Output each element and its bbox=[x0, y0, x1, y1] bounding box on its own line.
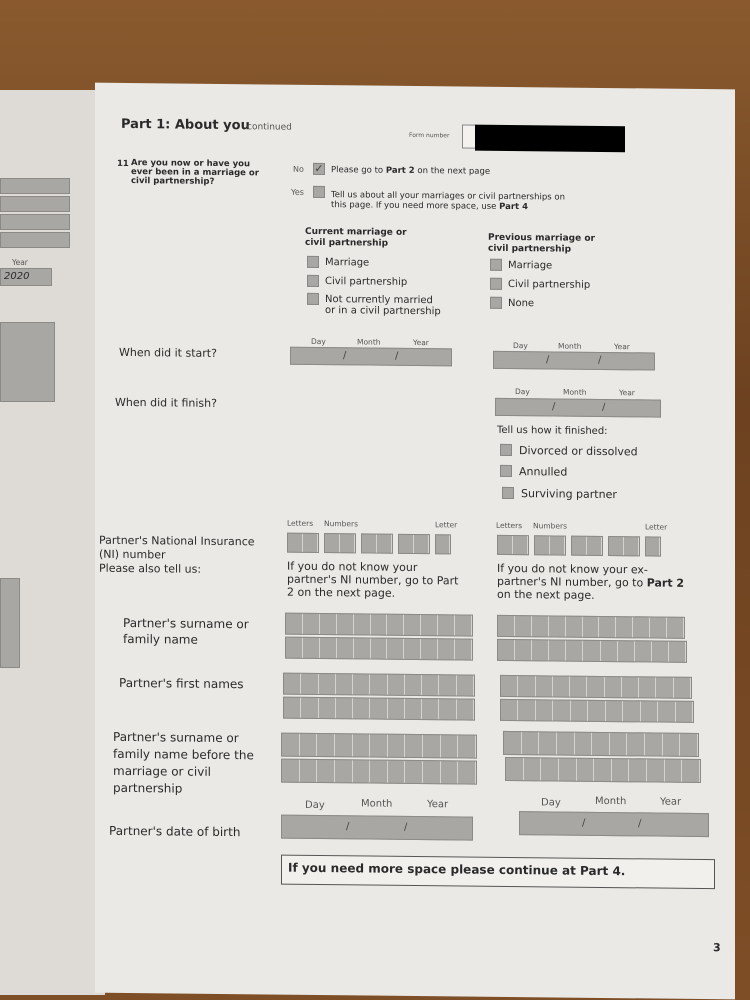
no-checkbox-checked[interactable]: ✓ bbox=[313, 161, 325, 176]
prev-finish-date-field[interactable]: / / bbox=[495, 397, 661, 418]
page-number: 3 bbox=[713, 941, 721, 955]
prev-ni-note: If you do not know your ex-partner's NI … bbox=[497, 561, 685, 602]
prev-surname-line-2[interactable] bbox=[497, 638, 687, 663]
finish-label: When did it finish? bbox=[115, 395, 217, 410]
year-label: Year bbox=[619, 388, 635, 398]
current-first-line-1[interactable] bbox=[283, 672, 475, 697]
year-value: 2020 bbox=[4, 271, 30, 282]
month-label: Month bbox=[361, 798, 393, 810]
year-label: Year bbox=[614, 342, 630, 352]
current-ni-letters[interactable] bbox=[287, 532, 319, 553]
start-label: When did it start? bbox=[119, 345, 217, 360]
yes-instruction: Tell us about all your marriages or civi… bbox=[331, 190, 565, 213]
current-civil-label: Civil partnership bbox=[325, 276, 408, 288]
ni-label: Partner's National Insurance (NI) number… bbox=[99, 533, 255, 576]
prev-prevname-line-2[interactable] bbox=[505, 756, 701, 783]
day-label: Day bbox=[305, 799, 325, 812]
prev-ni-letters[interactable] bbox=[497, 534, 529, 556]
question-text: Are you now or have you ever been in a m… bbox=[131, 158, 259, 187]
annulled-label: Annulled bbox=[519, 465, 568, 479]
surviving-checkbox[interactable] bbox=[502, 486, 514, 500]
current-ni-digits-2[interactable] bbox=[361, 533, 393, 554]
yes-label: Yes bbox=[291, 187, 304, 197]
divorced-label: Divorced or dissolved bbox=[519, 444, 638, 459]
current-prevname-line-2[interactable] bbox=[281, 758, 477, 785]
surname-label: Partner's surname or family name bbox=[123, 615, 249, 647]
month-label: Month bbox=[595, 795, 627, 808]
prev-ni-letter[interactable] bbox=[645, 536, 661, 557]
ni-letters-label: Letters bbox=[287, 518, 314, 528]
prev-none-label: None bbox=[508, 297, 535, 310]
day-label: Day bbox=[515, 387, 530, 397]
prev-surname-label: Partner's surname or family name before … bbox=[113, 729, 254, 796]
prev-surname-line-1[interactable] bbox=[497, 614, 685, 639]
current-ni-note: If you do not know your partner's NI num… bbox=[287, 559, 459, 600]
no-instruction: Please go to Part 2 on the next page bbox=[331, 165, 491, 177]
month-label: Month bbox=[563, 387, 587, 397]
previous-heading: Previous marriage or civil partnership bbox=[488, 232, 595, 255]
current-none-label: Not currently married or in a civil part… bbox=[325, 294, 441, 318]
no-label: No bbox=[293, 164, 304, 174]
prev-dob-field[interactable]: / / bbox=[519, 811, 709, 838]
current-civil-checkbox[interactable] bbox=[307, 274, 319, 287]
prev-start-date-field[interactable]: / / bbox=[493, 350, 655, 371]
current-prevname-line-1[interactable] bbox=[281, 732, 477, 759]
prev-marriage-label: Marriage bbox=[508, 259, 553, 272]
continued-label: continued bbox=[247, 122, 292, 133]
prev-ni-digits-2[interactable] bbox=[571, 535, 603, 556]
current-marriage-checkbox[interactable] bbox=[307, 255, 319, 268]
ni-letter-label: Letter bbox=[435, 520, 458, 530]
ni-numbers-label: Numbers bbox=[324, 519, 359, 529]
day-label: Day bbox=[311, 336, 326, 347]
day-label: Day bbox=[541, 797, 561, 809]
current-none-checkbox[interactable] bbox=[307, 292, 319, 305]
previous-page: Year 2020 bbox=[0, 90, 105, 995]
prev-ni-digits-1[interactable] bbox=[534, 535, 566, 556]
current-ni-digits-3[interactable] bbox=[398, 533, 430, 555]
redacted-form-number bbox=[475, 124, 625, 153]
current-ni-letter[interactable] bbox=[435, 534, 451, 555]
prev-first-line-2[interactable] bbox=[500, 698, 694, 723]
current-surname-line-2[interactable] bbox=[285, 636, 473, 661]
current-surname-line-1[interactable] bbox=[285, 612, 473, 637]
year-label: Year bbox=[413, 337, 429, 348]
current-ni-digits-1[interactable] bbox=[324, 533, 356, 554]
ni-letter-label: Letter bbox=[645, 522, 668, 532]
first-names-label: Partner's first names bbox=[119, 675, 244, 692]
prev-first-line-1[interactable] bbox=[500, 674, 692, 699]
prev-civil-checkbox[interactable] bbox=[490, 277, 502, 290]
ni-numbers-label: Numbers bbox=[533, 521, 568, 531]
dob-label: Partner's date of birth bbox=[109, 823, 241, 840]
form-number-field[interactable] bbox=[462, 124, 476, 149]
year-label: Year bbox=[12, 258, 28, 267]
current-dob-field[interactable]: / / bbox=[281, 814, 473, 841]
month-label: Month bbox=[558, 341, 582, 351]
year-label: Year bbox=[427, 799, 449, 811]
surviving-label: Surviving partner bbox=[521, 487, 617, 502]
current-start-date-field[interactable]: / / bbox=[290, 346, 452, 367]
prev-civil-label: Civil partnership bbox=[508, 278, 591, 291]
yes-checkbox[interactable] bbox=[313, 185, 325, 199]
annulled-checkbox[interactable] bbox=[500, 464, 512, 478]
prev-prevname-line-1[interactable] bbox=[503, 730, 699, 757]
current-marriage-label: Marriage bbox=[325, 257, 370, 269]
current-heading: Current marriage or civil partnership bbox=[305, 226, 407, 249]
form-number-label: Form number bbox=[409, 131, 450, 140]
prev-marriage-checkbox[interactable] bbox=[490, 258, 502, 271]
question-number: 11 bbox=[117, 158, 129, 170]
prev-none-checkbox[interactable] bbox=[490, 296, 502, 309]
continue-note: If you need more space please continue a… bbox=[281, 854, 715, 890]
page-title: Part 1: About you bbox=[121, 116, 250, 134]
ni-letters-label: Letters bbox=[496, 520, 523, 531]
form-page: Part 1: About you continued Form number … bbox=[95, 82, 735, 1000]
prev-ni-digits-3[interactable] bbox=[608, 536, 640, 557]
year-label: Year bbox=[660, 796, 682, 808]
current-first-line-2[interactable] bbox=[283, 696, 475, 721]
month-label: Month bbox=[357, 337, 381, 347]
day-label: Day bbox=[513, 341, 528, 351]
finish-heading: Tell us how it finished: bbox=[497, 424, 608, 438]
divorced-checkbox[interactable] bbox=[500, 443, 512, 457]
